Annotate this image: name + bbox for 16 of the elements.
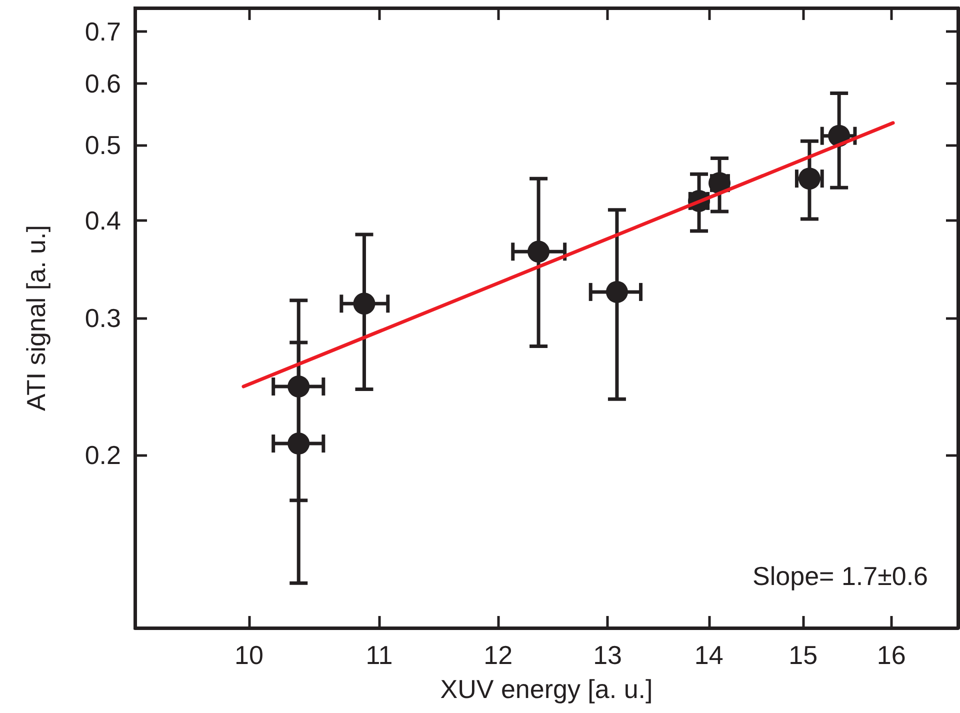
y-axis-title: ATI signal [a. u.] xyxy=(21,225,51,411)
x-tick-label: 12 xyxy=(484,640,513,670)
y-tick-label: 0.7 xyxy=(84,16,121,46)
y-tick-label: 0.6 xyxy=(84,68,121,98)
x-tick-label: 16 xyxy=(876,640,906,670)
x-tick-label: 11 xyxy=(366,640,393,670)
x-tick-label: 15 xyxy=(788,640,818,670)
y-tick-label: 0.4 xyxy=(84,206,121,236)
y-tick-label: 0.3 xyxy=(84,303,121,333)
x-tick-label: 10 xyxy=(234,640,264,670)
y-tick-label: 0.2 xyxy=(84,440,121,470)
x-axis-title: XUV energy [a. u.] xyxy=(440,674,653,704)
annotation: Slope= 1.7±0.6 xyxy=(752,561,928,591)
y-tick-label: 0.5 xyxy=(84,130,121,160)
x-tick-label: 14 xyxy=(694,640,724,670)
x-tick-label: 13 xyxy=(593,640,622,670)
